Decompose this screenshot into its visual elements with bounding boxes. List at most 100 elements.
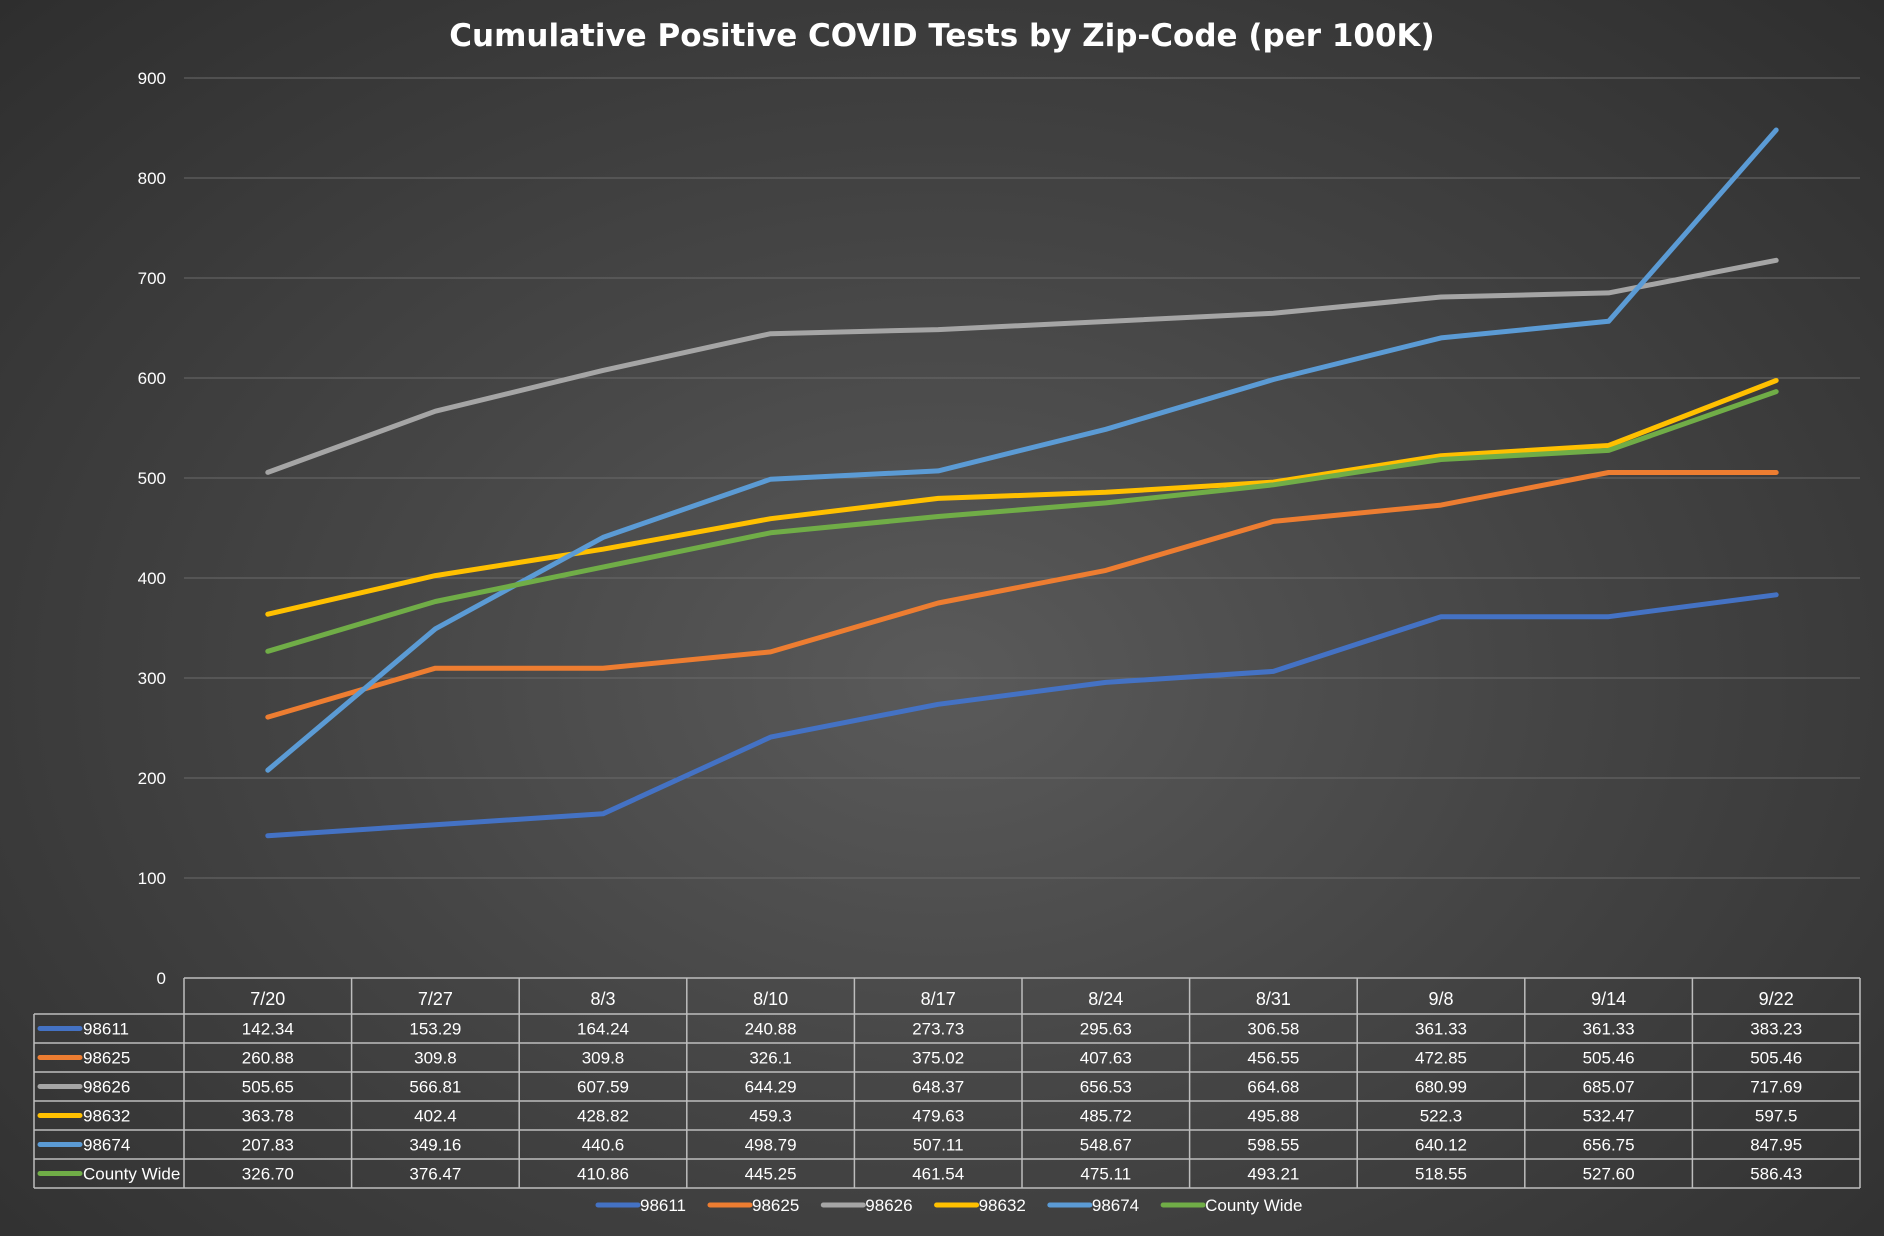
data-label: 428.82	[577, 1107, 629, 1126]
data-label: 240.88	[745, 1020, 797, 1039]
gridlines	[184, 77, 1860, 879]
legend-label: 98626	[865, 1196, 912, 1215]
data-label: 566.81	[409, 1078, 461, 1097]
data-label: 479.63	[912, 1107, 964, 1126]
series-line-98611	[265, 592, 1779, 839]
data-label: 664.68	[1247, 1078, 1299, 1097]
data-label: 375.02	[912, 1049, 964, 1068]
y-axis-tick-labels: 0 100 200 300 400 500 600 700 800 900	[138, 69, 166, 988]
y-tick-label: 900	[138, 69, 166, 88]
data-label: 407.63	[1080, 1049, 1132, 1068]
data-label: 260.88	[242, 1049, 294, 1068]
chart-title: Cumulative Positive COVID Tests by Zip-C…	[449, 18, 1434, 54]
data-label: 376.47	[409, 1165, 461, 1184]
series-lines	[265, 127, 1779, 839]
data-label: 640.12	[1415, 1136, 1467, 1155]
data-label: 493.21	[1247, 1165, 1299, 1184]
data-label: 361.33	[1583, 1020, 1635, 1039]
x-category-label: 8/31	[1256, 989, 1291, 1009]
data-label: 475.11	[1080, 1165, 1131, 1184]
data-label: 586.43	[1750, 1165, 1802, 1184]
x-category-label: 9/14	[1591, 989, 1626, 1009]
x-category-label: 8/17	[921, 989, 956, 1009]
data-label: 598.55	[1247, 1136, 1299, 1155]
data-label: 847.95	[1750, 1136, 1802, 1155]
data-label: 532.47	[1583, 1107, 1635, 1126]
data-label: 685.07	[1583, 1078, 1635, 1097]
data-label: 153.29	[409, 1020, 461, 1039]
data-label: 522.3	[1420, 1107, 1463, 1126]
legend-label: 98611	[640, 1196, 686, 1215]
y-tick-label: 100	[138, 869, 166, 888]
data-label: 597.5	[1755, 1107, 1798, 1126]
data-label: 164.24	[577, 1020, 629, 1039]
data-label: 527.60	[1583, 1165, 1635, 1184]
data-label: 656.75	[1583, 1136, 1635, 1155]
data-label: 485.72	[1080, 1107, 1132, 1126]
data-label: 548.67	[1080, 1136, 1132, 1155]
y-tick-label: 500	[138, 469, 166, 488]
data-label: 607.59	[577, 1078, 629, 1097]
table-row-label: 98674	[83, 1136, 130, 1155]
data-table: 7/20 7/27 8/3 8/10 8/17 8/24 8/31 9/8 9/14 9/22 98…	[33, 977, 1861, 1189]
data-label: 507.11	[913, 1136, 964, 1155]
x-category-label: 7/20	[250, 989, 285, 1009]
data-label: 142.34	[242, 1020, 294, 1039]
data-label: 361.33	[1415, 1020, 1467, 1039]
legend-label: 98674	[1092, 1196, 1139, 1215]
x-category-label: 9/22	[1759, 989, 1794, 1009]
data-label: 680.99	[1415, 1078, 1467, 1097]
x-category-label: 8/3	[590, 989, 615, 1009]
data-label: 309.8	[582, 1049, 625, 1068]
y-tick-label: 0	[157, 969, 166, 988]
y-tick-label: 700	[138, 269, 166, 288]
data-label: 326.1	[749, 1049, 792, 1068]
data-label: 306.58	[1247, 1020, 1299, 1039]
data-label: 410.86	[577, 1165, 629, 1184]
data-label: 383.23	[1750, 1020, 1802, 1039]
data-label: 656.53	[1080, 1078, 1132, 1097]
data-label: 498.79	[745, 1136, 797, 1155]
table-row-label: 98611	[83, 1020, 129, 1039]
series-line-98625	[265, 470, 1779, 720]
y-tick-label: 300	[138, 669, 166, 688]
data-label: 518.55	[1415, 1165, 1467, 1184]
y-tick-label: 800	[138, 169, 166, 188]
data-label: 505.46	[1750, 1049, 1802, 1068]
table-row-label: 98625	[83, 1049, 130, 1068]
y-tick-label: 400	[138, 569, 166, 588]
data-label: 459.3	[749, 1107, 792, 1126]
legend-label: 98625	[752, 1196, 799, 1215]
data-label: 309.8	[414, 1049, 457, 1068]
y-tick-label: 200	[138, 769, 166, 788]
table-row-label: 98626	[83, 1078, 130, 1097]
data-label: 440.6	[582, 1136, 625, 1155]
data-label: 445.25	[745, 1165, 797, 1184]
table-row-label: County Wide	[83, 1165, 180, 1184]
x-category-label: 7/27	[418, 989, 453, 1009]
data-label: 207.83	[242, 1136, 294, 1155]
data-label: 505.65	[242, 1078, 294, 1097]
series-line-98632	[265, 378, 1779, 617]
series-line-98626	[265, 257, 1779, 475]
series-line-county-wide	[265, 389, 1779, 654]
data-label: 326.70	[242, 1165, 294, 1184]
x-category-label: 8/10	[753, 989, 788, 1009]
legend-label: County Wide	[1205, 1196, 1302, 1215]
y-tick-label: 600	[138, 369, 166, 388]
data-label: 295.63	[1080, 1020, 1132, 1039]
data-label: 644.29	[745, 1078, 797, 1097]
data-label: 472.85	[1415, 1049, 1467, 1068]
data-label: 402.4	[414, 1107, 457, 1126]
data-label: 273.73	[912, 1020, 964, 1039]
data-label: 456.55	[1247, 1049, 1299, 1068]
table-row-label: 98632	[83, 1107, 130, 1126]
legend-label: 98632	[979, 1196, 1026, 1215]
data-label: 495.88	[1247, 1107, 1299, 1126]
data-label: 505.46	[1583, 1049, 1635, 1068]
x-category-label: 9/8	[1428, 989, 1453, 1009]
data-label: 461.54	[912, 1165, 964, 1184]
legend: 98611 98625 98626 98632 98674 County Wide	[595, 1196, 1302, 1215]
